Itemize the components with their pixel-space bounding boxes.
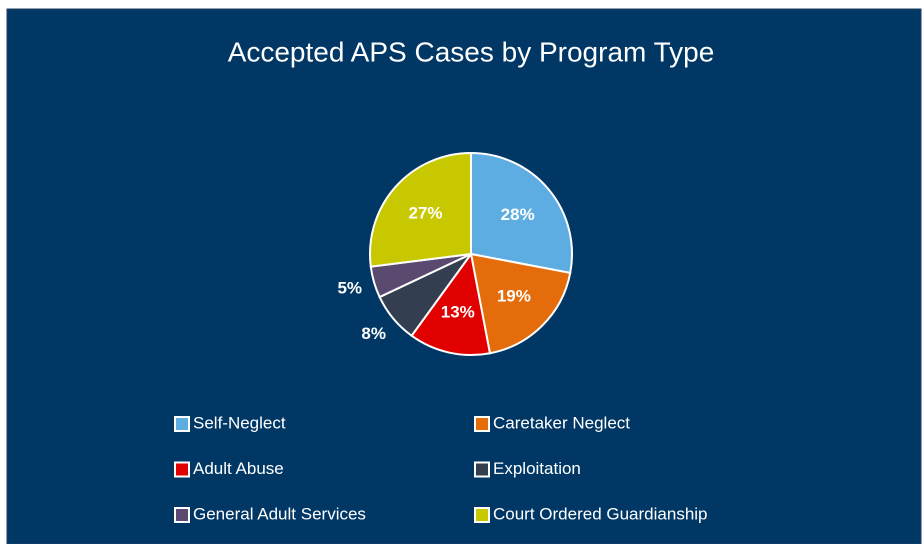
slice-label: 13%	[441, 303, 475, 322]
slice-label: 28%	[501, 205, 535, 224]
legend-swatch	[174, 461, 190, 478]
legend-label: Caretaker Neglect	[493, 413, 630, 432]
pie-slice	[470, 151, 573, 275]
pie-slice	[410, 251, 492, 356]
legend-label: Self-Neglect	[193, 413, 286, 432]
legend-label: Court Ordered Guardianship	[493, 504, 708, 523]
legend-swatch	[174, 416, 190, 432]
pie-slice	[469, 252, 572, 355]
legend-swatch	[474, 507, 490, 523]
legend-label: Exploitation	[493, 459, 581, 478]
pie-slice	[369, 151, 472, 268]
legend-label: General Adult Services	[193, 504, 366, 523]
chart-title: Accepted APS Cases by Program Type	[228, 36, 715, 67]
slice-label: 27%	[409, 203, 443, 222]
slice-label: 5%	[337, 279, 362, 298]
slice-label: 19%	[497, 286, 531, 305]
slice-label: 8%	[361, 324, 386, 343]
legend-swatch	[174, 507, 190, 523]
legend-swatch	[474, 461, 490, 478]
legend-swatch	[474, 416, 490, 432]
legend-label: Adult Abuse	[193, 459, 284, 478]
